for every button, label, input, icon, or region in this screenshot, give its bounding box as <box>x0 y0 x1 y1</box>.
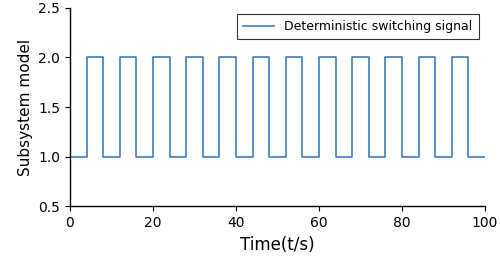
Deterministic switching signal <box>266 155 272 158</box>
Deterministic switching signal <box>150 56 156 59</box>
Deterministic switching signal <box>250 56 256 59</box>
Deterministic switching signal <box>100 56 106 59</box>
Deterministic switching signal <box>416 155 422 158</box>
Deterministic switching signal <box>432 155 438 158</box>
Deterministic switching signal <box>300 56 306 59</box>
Deterministic switching signal <box>166 155 172 158</box>
Deterministic switching signal <box>150 155 156 158</box>
Deterministic switching signal <box>316 155 322 158</box>
Deterministic switching signal <box>117 56 123 59</box>
Legend: Deterministic switching signal: Deterministic switching signal <box>237 14 479 39</box>
Deterministic switching signal <box>283 155 289 158</box>
Deterministic switching signal <box>399 56 405 59</box>
Deterministic switching signal <box>100 155 106 158</box>
Deterministic switching signal <box>216 56 222 59</box>
Deterministic switching signal <box>117 155 123 158</box>
Deterministic switching signal <box>250 155 256 158</box>
Deterministic switching signal <box>316 56 322 59</box>
Deterministic switching signal <box>332 155 338 158</box>
Deterministic switching signal <box>382 56 388 59</box>
Deterministic switching signal <box>266 56 272 59</box>
Deterministic switching signal <box>300 155 306 158</box>
Deterministic switching signal <box>183 56 189 59</box>
Deterministic switching signal <box>233 155 239 158</box>
Deterministic switching signal <box>382 155 388 158</box>
Deterministic switching signal <box>349 155 355 158</box>
Deterministic switching signal <box>84 155 89 158</box>
Deterministic switching signal <box>449 56 455 59</box>
Deterministic switching signal <box>399 155 405 158</box>
X-axis label: Time(t/s): Time(t/s) <box>240 236 315 254</box>
Deterministic switching signal <box>67 155 73 158</box>
Deterministic switching signal <box>134 155 140 158</box>
Y-axis label: Subsystem model: Subsystem model <box>18 38 32 176</box>
Deterministic switching signal <box>200 56 206 59</box>
Line: Deterministic switching signal: Deterministic switching signal <box>70 58 485 157</box>
Deterministic switching signal <box>166 56 172 59</box>
Deterministic switching signal <box>416 56 422 59</box>
Deterministic switching signal <box>134 56 140 59</box>
Deterministic switching signal <box>466 56 471 59</box>
Deterministic switching signal <box>482 155 488 158</box>
Deterministic switching signal <box>332 56 338 59</box>
Deterministic switching signal <box>466 155 471 158</box>
Deterministic switching signal <box>216 155 222 158</box>
Deterministic switching signal <box>366 56 372 59</box>
Deterministic switching signal <box>366 155 372 158</box>
Deterministic switching signal <box>183 155 189 158</box>
Deterministic switching signal <box>84 56 89 59</box>
Deterministic switching signal <box>283 56 289 59</box>
Deterministic switching signal <box>449 155 455 158</box>
Deterministic switching signal <box>200 155 206 158</box>
Deterministic switching signal <box>233 56 239 59</box>
Deterministic switching signal <box>349 56 355 59</box>
Deterministic switching signal <box>432 56 438 59</box>
